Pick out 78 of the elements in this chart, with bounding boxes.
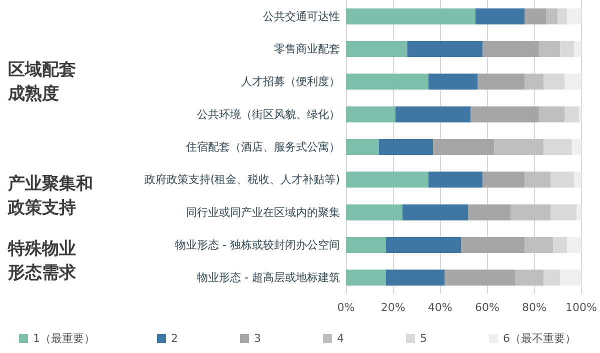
x-tick-label: 20% <box>380 301 406 314</box>
bar <box>576 204 582 220</box>
bar <box>428 172 482 188</box>
bar <box>482 172 525 188</box>
bar <box>515 270 544 286</box>
text: 特殊物业形态需求 <box>8 238 77 286</box>
bar <box>346 41 408 57</box>
bar <box>550 204 577 220</box>
text: 区域配套成熟度 <box>8 58 77 106</box>
bar <box>546 8 558 24</box>
bar <box>544 74 565 90</box>
bar <box>564 106 579 122</box>
x-tick-label: 40% <box>428 301 452 314</box>
bar <box>346 74 428 90</box>
bar <box>346 172 428 188</box>
bar <box>346 270 386 286</box>
bar <box>482 41 539 57</box>
y-tick-label: 公共环境（街区风貌、绿化） <box>197 108 340 121</box>
bar <box>346 139 379 155</box>
bar <box>478 74 525 90</box>
bar <box>386 270 445 286</box>
y-tick-label: 人才招募（便利度） <box>241 75 340 88</box>
bar <box>574 172 582 188</box>
bar <box>433 139 494 155</box>
bar <box>494 139 544 155</box>
x-tick-label: 60% <box>474 301 500 314</box>
y-tick-label: 政府政策支持(租金、税收、人才补贴等) <box>144 173 340 186</box>
bar <box>558 8 568 24</box>
x-tick-label: 80% <box>522 301 546 314</box>
y-tick-label: 住宿配套（酒店、服务式公寓） <box>186 140 340 154</box>
bar <box>470 106 539 122</box>
bar <box>461 237 525 253</box>
bar <box>510 204 551 220</box>
y-tick-label: 公共交通可达性 <box>263 10 340 23</box>
x-tick-label: 0% <box>337 301 355 314</box>
bar <box>378 139 434 155</box>
bar <box>560 41 574 57</box>
bar <box>524 172 551 188</box>
bar <box>572 139 582 155</box>
legend-label: 5 <box>420 332 427 345</box>
bar <box>524 237 554 253</box>
bar <box>386 237 462 253</box>
bar <box>346 204 402 220</box>
bar <box>567 8 582 24</box>
x-tick-label: 100% <box>566 301 598 314</box>
bar <box>574 41 582 57</box>
bar <box>395 106 471 122</box>
bar <box>544 139 572 155</box>
bar <box>538 106 565 122</box>
bar <box>553 237 568 253</box>
bar <box>346 237 386 253</box>
bar <box>346 106 396 122</box>
bar <box>524 8 546 24</box>
bar <box>564 74 582 90</box>
bar <box>524 74 544 90</box>
y-tick-label: 同行业或同产业在区域内的聚集 <box>186 206 340 219</box>
y-tick-label: 零售商业配套 <box>274 42 340 56</box>
legend-label: 4 <box>336 332 344 345</box>
legend-label: 1（最重要） <box>33 332 95 345</box>
bar <box>475 8 525 24</box>
bar <box>560 270 582 286</box>
y-tick-label: 物业形态 - 超高层或地标建筑 <box>197 271 340 284</box>
bar <box>346 8 476 24</box>
bar <box>538 41 560 57</box>
bar <box>428 74 478 90</box>
legend-label: 6（最不重要） <box>502 332 576 345</box>
y-tick-label: 物业形态 - 独栋或较封闭办公空间 <box>175 238 340 252</box>
bar <box>468 204 511 220</box>
bar <box>407 41 482 57</box>
bar <box>402 204 468 220</box>
text: 产业聚集和政策支持 <box>8 172 94 220</box>
legend-label: 2 <box>171 332 178 345</box>
bar <box>444 270 516 286</box>
bar <box>544 270 560 286</box>
bar <box>550 172 574 188</box>
legend-label: 3 <box>254 332 261 345</box>
bar <box>567 237 582 253</box>
bar <box>578 106 582 122</box>
